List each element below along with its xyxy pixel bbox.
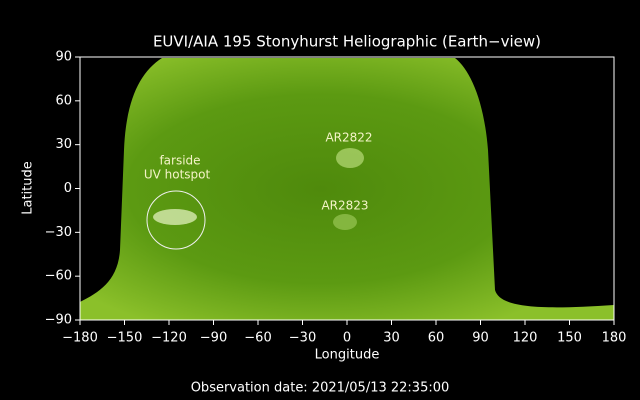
y-tick-label: −90 — [45, 313, 72, 328]
x-tick-label: −180 — [62, 331, 98, 346]
y-tick-label: 30 — [55, 137, 72, 152]
footer: Observation date: 2021/05/13 22:35:00 — [191, 381, 450, 396]
y-tick-label: −30 — [45, 225, 72, 240]
x-tick-label: 120 — [513, 331, 538, 346]
x-tick-label: 30 — [383, 331, 400, 346]
x-axis-label: Longitude — [315, 348, 380, 363]
hotspot-circle — [146, 190, 206, 250]
x-tick-label: −90 — [200, 331, 227, 346]
x-tick-label: 180 — [602, 331, 627, 346]
x-tick-label: −150 — [107, 331, 143, 346]
y-tick-label: 0 — [64, 181, 72, 196]
region-glow — [333, 214, 357, 230]
y-tick-label: 90 — [55, 50, 72, 65]
x-tick-label: 150 — [557, 331, 582, 346]
y-tick-label: 60 — [55, 93, 72, 108]
x-tick-label: −60 — [244, 331, 271, 346]
annotation: farside — [159, 154, 200, 168]
x-tick-label: −30 — [289, 331, 316, 346]
x-tick-label: 90 — [472, 331, 489, 346]
chart-title: EUVI/AIA 195 Stonyhurst Heliographic (Ea… — [153, 33, 541, 51]
annotation: UV hotspot — [144, 168, 211, 182]
y-axis-label: Latitude — [21, 161, 36, 215]
hotspot-glow — [153, 209, 197, 225]
region-glow — [336, 148, 364, 168]
annotation: AR2823 — [321, 199, 368, 213]
annotation: AR2822 — [325, 131, 372, 145]
y-tick-label: −60 — [45, 269, 72, 284]
x-tick-label: 60 — [428, 331, 445, 346]
x-tick-label: 0 — [343, 331, 351, 346]
x-tick-label: −120 — [151, 331, 187, 346]
solar-map — [80, 58, 614, 320]
